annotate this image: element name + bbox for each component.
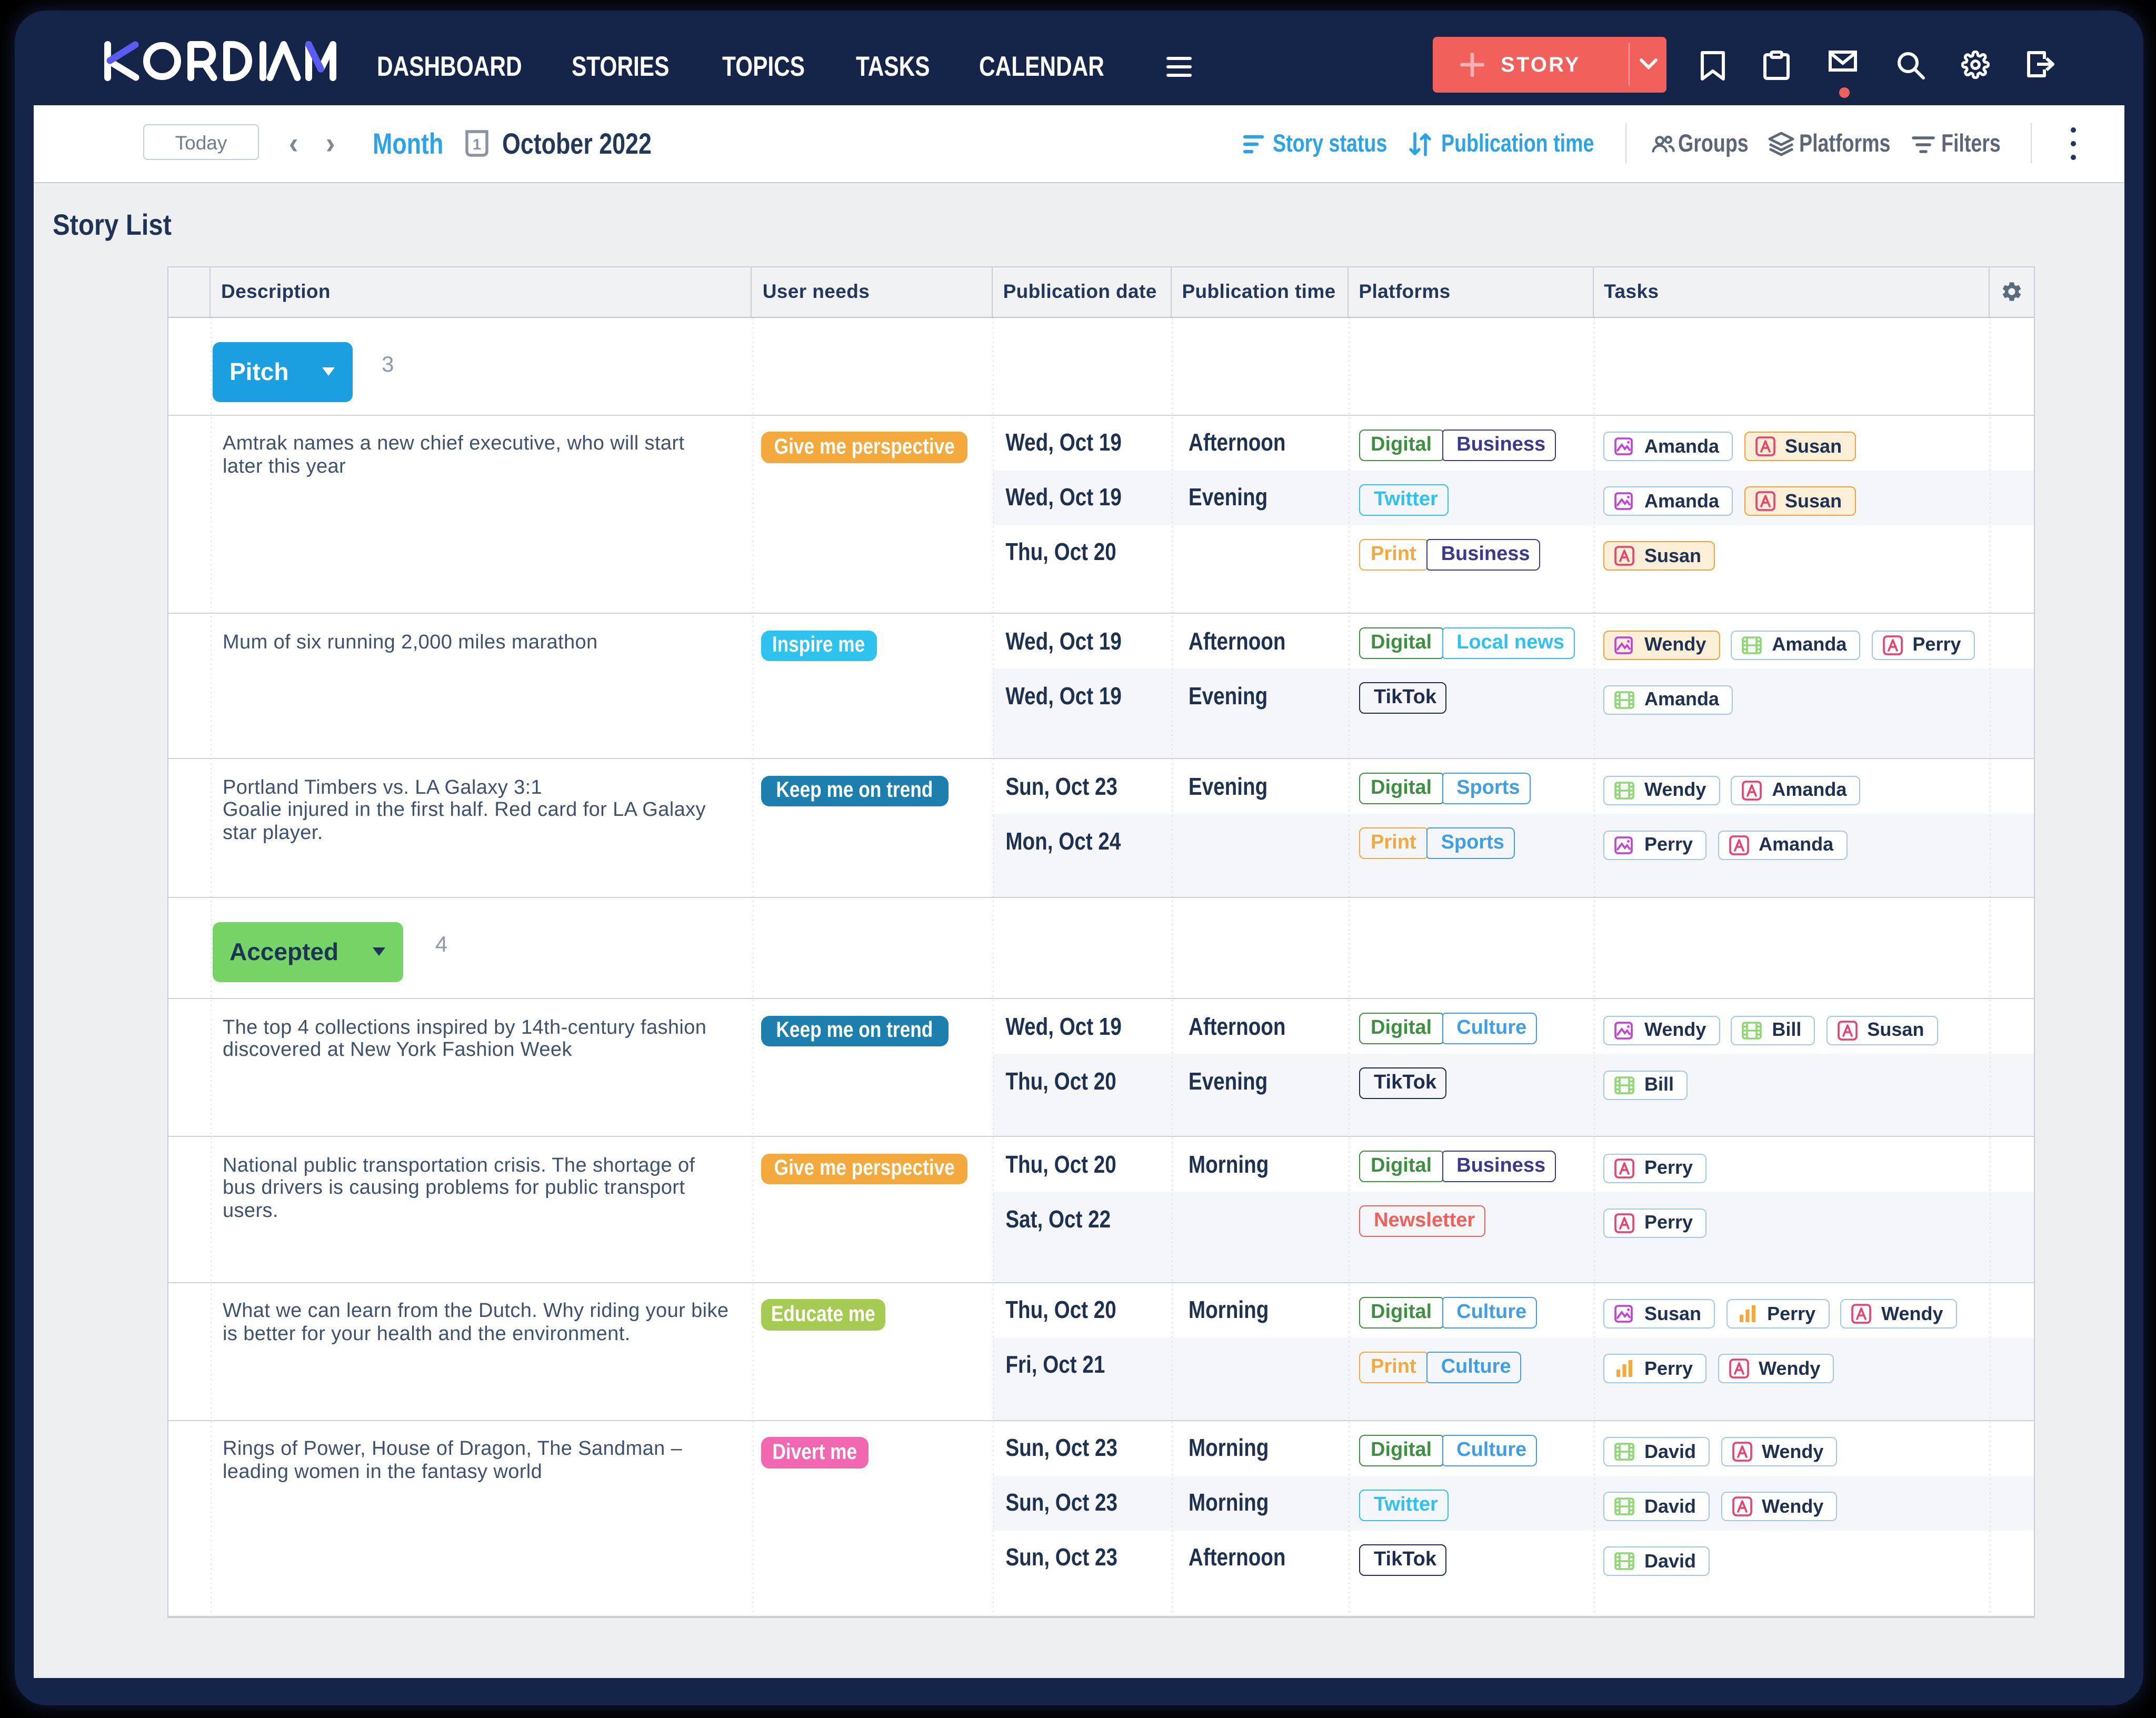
svg-text:1: 1	[472, 136, 481, 153]
